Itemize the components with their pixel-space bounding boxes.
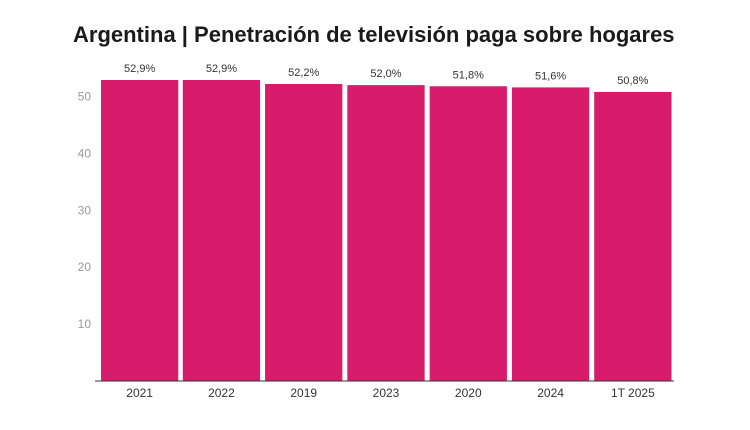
- x-tick-label: 2022: [208, 386, 235, 400]
- chart-title: Argentina | Penetración de televisión pa…: [73, 22, 675, 47]
- data-label: 51,6%: [535, 70, 566, 82]
- bar[interactable]: [101, 80, 179, 381]
- x-tick-label: 2021: [126, 386, 153, 400]
- data-label: 50,8%: [617, 75, 648, 87]
- bar[interactable]: [594, 91, 672, 381]
- bar[interactable]: [511, 87, 590, 381]
- data-label: 52,2%: [288, 67, 319, 79]
- bars-group: [101, 80, 672, 382]
- data-label: 51,8%: [453, 69, 484, 81]
- bar[interactable]: [347, 85, 425, 382]
- y-tick-label: 10: [78, 317, 92, 331]
- y-tick-label: 30: [78, 203, 92, 217]
- y-tick-label: 40: [78, 146, 92, 160]
- data-labels-group: 52,9% 52,9% 52,2% 52,0% 51,8% 51,6% 50,8%: [124, 63, 649, 87]
- bar[interactable]: [265, 83, 343, 382]
- data-label: 52,9%: [124, 63, 155, 75]
- x-axis-ticks: 2021 2022 2019 2023 2020 2024 1T 2025: [126, 386, 655, 400]
- x-tick-label: 2020: [455, 386, 482, 400]
- x-tick-label: 2019: [290, 386, 317, 400]
- data-label: 52,0%: [370, 68, 401, 80]
- data-label: 52,9%: [206, 63, 237, 75]
- y-tick-label: 20: [78, 260, 92, 274]
- x-tick-label: 2023: [373, 386, 400, 400]
- x-tick-label: 1T 2025: [611, 386, 655, 400]
- y-tick-label: 50: [78, 90, 92, 104]
- x-tick-label: 2024: [537, 386, 564, 400]
- y-axis-ticks: 10 20 30 40 50: [78, 90, 92, 332]
- bar[interactable]: [182, 80, 261, 381]
- bar[interactable]: [429, 86, 507, 382]
